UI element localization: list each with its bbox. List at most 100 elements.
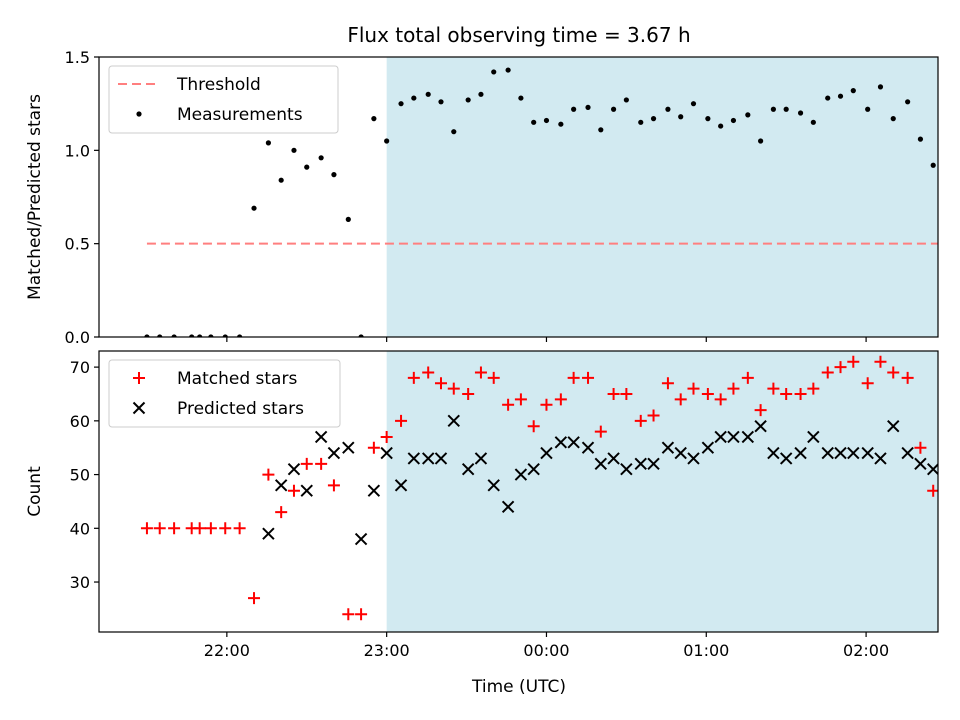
legend-label: Threshold bbox=[176, 75, 261, 95]
matched-star-point bbox=[168, 522, 181, 535]
predicted-star-point bbox=[607, 452, 620, 465]
measurement-point bbox=[398, 101, 404, 107]
measurement-point bbox=[837, 93, 844, 99]
x-tick-label: 01:00 bbox=[683, 641, 729, 660]
matched-star-point bbox=[807, 382, 820, 395]
y-tick-label: 0.0 bbox=[65, 328, 90, 347]
measurement-point bbox=[505, 67, 511, 73]
measurement-point bbox=[491, 69, 497, 75]
matched-star-point bbox=[204, 522, 217, 535]
predicted-star-point bbox=[887, 420, 900, 433]
predicted-star-point bbox=[487, 479, 500, 492]
matched-star-point bbox=[861, 377, 874, 390]
matched-star-point bbox=[262, 468, 275, 481]
legend-box bbox=[108, 359, 341, 428]
legend-box bbox=[108, 65, 339, 134]
measurement-point bbox=[797, 110, 804, 116]
matched-star-point bbox=[741, 371, 754, 384]
matched-star-point bbox=[954, 544, 960, 556]
matched-star-point bbox=[219, 522, 232, 535]
predicted-star-point bbox=[714, 430, 727, 444]
predicted-star-point bbox=[327, 446, 341, 460]
predicted-star-point bbox=[342, 441, 355, 454]
measurement-point bbox=[222, 334, 228, 337]
measurement-point bbox=[917, 136, 924, 142]
matched-star-point bbox=[727, 382, 740, 395]
measurement-point bbox=[905, 99, 911, 105]
y-axis-label: Matched/Predicted stars bbox=[25, 94, 45, 300]
count-panel: 22:0023:0000:0001:0002:0003:003040506070… bbox=[25, 350, 960, 660]
predicted-star-point bbox=[581, 441, 595, 454]
predicted-star-point bbox=[447, 414, 460, 428]
matched-star-point bbox=[487, 371, 500, 384]
matched-star-point bbox=[447, 382, 460, 395]
matched-star-point bbox=[567, 371, 580, 384]
measurement-point bbox=[865, 106, 871, 112]
matched-star-point bbox=[514, 393, 527, 406]
predicted-star-point bbox=[594, 457, 608, 471]
predicted-star-point bbox=[262, 527, 275, 540]
matched-star-point bbox=[927, 484, 938, 497]
series-predicted-stars bbox=[262, 414, 938, 546]
measurement-point bbox=[558, 121, 564, 127]
x-tick-label: 02:00 bbox=[843, 641, 889, 660]
matched-star-point bbox=[582, 371, 595, 384]
matched-star-point bbox=[153, 522, 166, 535]
measurement-point bbox=[690, 101, 697, 107]
measurement-point bbox=[157, 334, 163, 337]
predicted-star-point bbox=[422, 452, 435, 465]
chart-title: Flux total observing time = 3.67 h bbox=[347, 23, 690, 47]
measurement-point bbox=[189, 334, 195, 337]
predicted-star-point bbox=[821, 446, 834, 460]
ratio-panel: 0.0 0.5 1.0 1.5 Matched/Predicted stars Thres… bbox=[25, 48, 948, 347]
measurement-point bbox=[451, 129, 457, 135]
x-axis-label: Time (UTC) bbox=[471, 677, 566, 697]
matched-star-point bbox=[914, 441, 927, 454]
y-tick-label: 1.0 bbox=[65, 141, 90, 160]
measurement-point bbox=[358, 334, 364, 337]
predicted-star-point bbox=[674, 446, 687, 460]
matched-star-point bbox=[647, 409, 660, 422]
matched-star-point bbox=[887, 366, 900, 379]
predicted-star-point bbox=[300, 484, 313, 497]
y-tick-label: 30 bbox=[70, 573, 90, 592]
matched-star-point bbox=[847, 355, 860, 368]
predicted-star-point bbox=[434, 452, 448, 465]
axes-frame bbox=[98, 350, 939, 633]
predicted-star-point bbox=[354, 532, 368, 546]
matched-star-point bbox=[140, 522, 153, 535]
measurement-point bbox=[665, 106, 671, 112]
measurement-point bbox=[770, 106, 776, 112]
matched-star-point bbox=[780, 387, 793, 400]
predicted-star-point bbox=[661, 441, 675, 454]
measurement-point bbox=[730, 117, 737, 124]
series-measurements bbox=[144, 67, 948, 337]
matched-star-point bbox=[474, 366, 487, 379]
measurement-point bbox=[278, 177, 284, 183]
measurement-point bbox=[943, 168, 948, 173]
measurement-point bbox=[291, 147, 297, 153]
matched-star-point bbox=[687, 382, 700, 395]
matched-star-point bbox=[594, 425, 607, 438]
predicted-star-point bbox=[701, 441, 715, 454]
matched-star-point bbox=[327, 479, 340, 492]
measurement-point bbox=[411, 95, 417, 101]
predicted-star-point bbox=[741, 430, 755, 444]
series-matched-stars bbox=[140, 355, 960, 621]
legend-label: Measurements bbox=[177, 105, 303, 125]
matched-star-point bbox=[407, 371, 420, 384]
matched-star-point bbox=[395, 414, 408, 427]
predicted-star-point bbox=[287, 462, 301, 476]
y-tick-label: 50 bbox=[70, 466, 90, 485]
measurement-point bbox=[251, 205, 257, 211]
measurement-point bbox=[197, 334, 203, 337]
y-tick-label: 40 bbox=[70, 519, 90, 538]
matched-star-point bbox=[380, 430, 393, 443]
matched-star-point bbox=[620, 387, 633, 400]
measurement-point bbox=[598, 127, 604, 133]
y-tick-label: 0.5 bbox=[65, 235, 90, 254]
predicted-star-point bbox=[540, 446, 553, 460]
measurement-point bbox=[825, 95, 831, 101]
matched-star-point bbox=[554, 393, 567, 406]
measurement-point bbox=[678, 114, 684, 120]
